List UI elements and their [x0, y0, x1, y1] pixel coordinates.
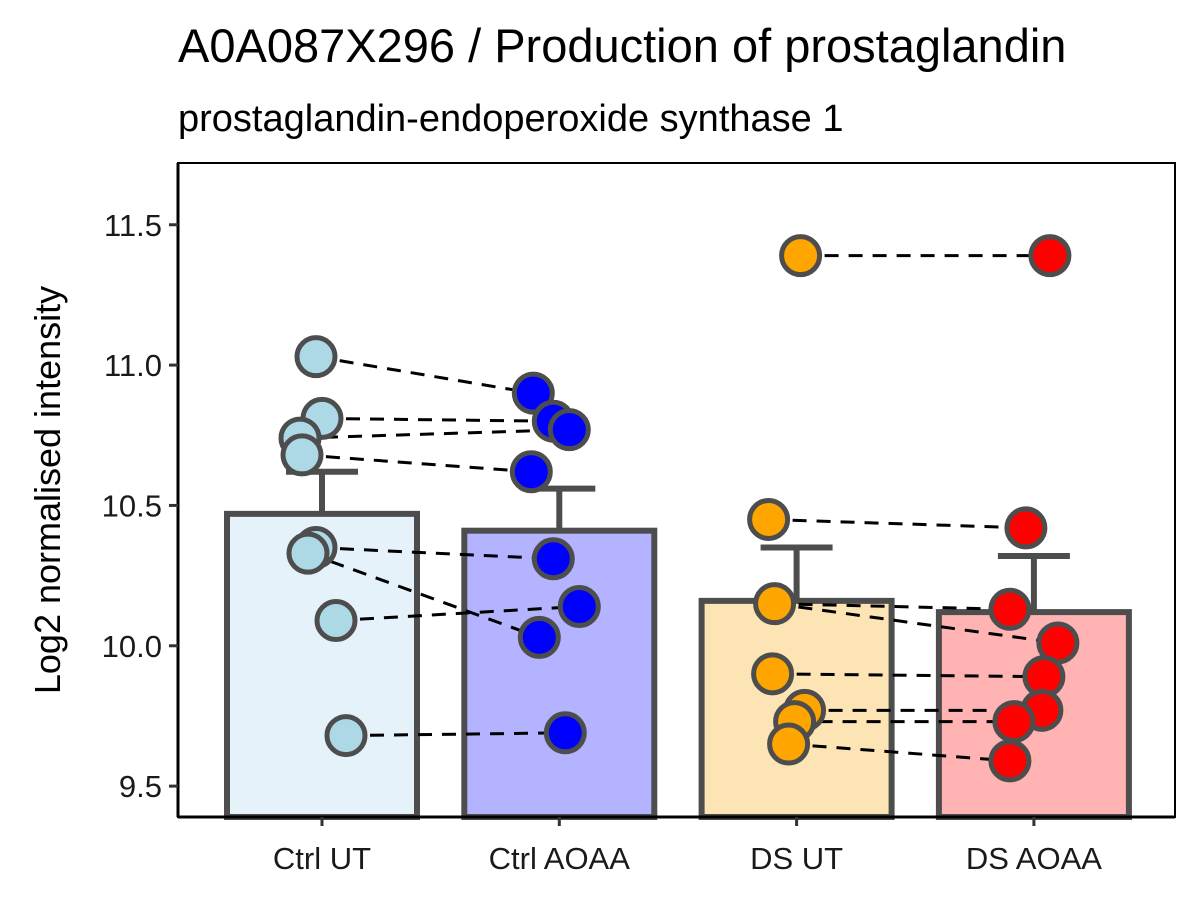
point-ctrl-aoaa	[547, 408, 591, 452]
point-ctrl-aoaa	[509, 450, 553, 494]
y-tick-label: 11.0	[104, 348, 162, 383]
point-ctrl-aoaa	[517, 615, 561, 659]
x-tick-label: DS AOAA	[966, 841, 1102, 876]
pair-line	[345, 731, 566, 738]
data-points	[278, 234, 1080, 783]
point-ds-ut	[767, 722, 811, 766]
pair-line	[768, 517, 1026, 530]
pair-line	[315, 546, 554, 561]
x-tick-label: Ctrl UT	[273, 841, 371, 876]
y-tick-label: 9.5	[119, 769, 162, 804]
point-ds-ut	[751, 652, 795, 696]
pair-line	[321, 416, 554, 423]
point-ds-aoaa	[1004, 506, 1048, 550]
point-ds-ut	[779, 234, 823, 278]
point-ctrl-aoaa	[543, 711, 587, 755]
point-ds-aoaa	[1028, 234, 1072, 278]
y-tick-label: 10.0	[102, 629, 162, 664]
chart-title: A0A087X296 / Production of prostaglandin	[178, 19, 1066, 72]
x-tick-label: DS UT	[750, 841, 843, 876]
y-tick-label: 10.5	[102, 488, 162, 523]
point-ds-aoaa	[988, 739, 1032, 783]
bar-ctrl-ut	[224, 510, 420, 821]
pair-line	[335, 604, 580, 623]
point-ds-aoaa	[992, 700, 1036, 744]
point-ds-ut	[753, 582, 797, 626]
point-ds-ut	[747, 497, 791, 541]
pair-line	[772, 672, 1044, 679]
pair-line	[307, 551, 540, 639]
point-ds-aoaa	[988, 587, 1032, 631]
pair-line	[774, 602, 1010, 611]
point-ctrl-ut	[280, 433, 324, 477]
chart-subtitle: prostaglandin-endoperoxide synthase 1	[178, 98, 843, 140]
y-axis-title: Log2 normalised intensity	[27, 286, 68, 694]
point-ctrl-ut	[286, 531, 330, 575]
axes: 9.5 10.0 10.5 11.0 11.5 Ctrl UT Ctrl AOAA DS UT…	[102, 163, 1175, 876]
pair-line	[315, 355, 534, 395]
x-tick-label: Ctrl AOAA	[489, 841, 631, 876]
point-ctrl-aoaa	[531, 537, 575, 581]
point-ctrl-ut	[314, 599, 358, 643]
point-ctrl-ut	[324, 714, 368, 758]
y-tick-label: 11.5	[104, 208, 162, 243]
point-ctrl-aoaa	[557, 584, 601, 628]
pair-line	[788, 742, 1011, 763]
point-ctrl-ut	[294, 335, 338, 379]
pair-line	[299, 428, 570, 440]
